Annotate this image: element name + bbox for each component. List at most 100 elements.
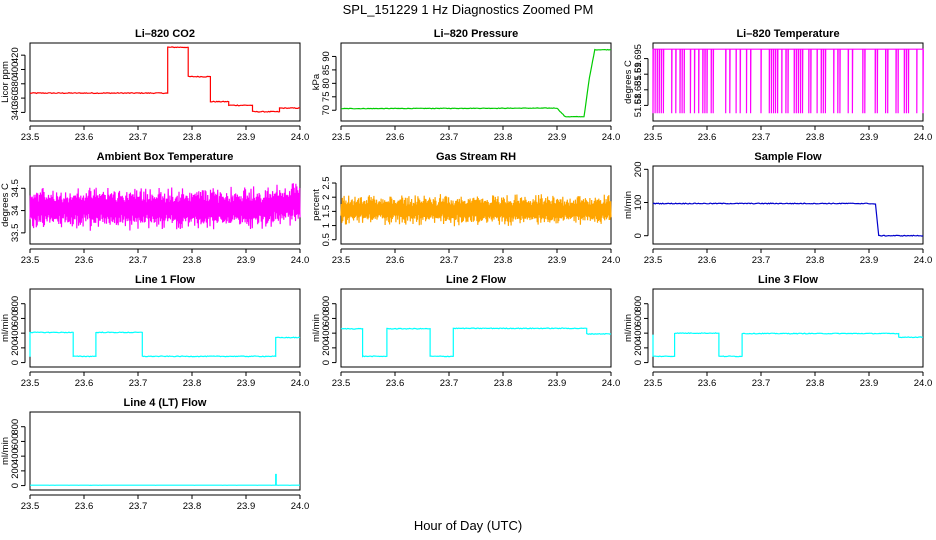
- y-tick-label: 34: [10, 205, 21, 216]
- panel-title: Line 4 (LT) Flow: [124, 397, 207, 409]
- x-tick-label: 23.9: [548, 378, 567, 389]
- x-tick-label: 23.8: [806, 132, 825, 143]
- x-tick-label: 23.7: [129, 501, 148, 512]
- panel-1: Li–820 CO2 23.5 23.6 23.7 23.8 23.9 24.0 340360…: [0, 28, 309, 143]
- x-tick-label: 23.9: [237, 501, 256, 512]
- x-tick-label: 23.6: [75, 501, 94, 512]
- plot-frame: [340, 42, 612, 122]
- panel-title: Li–820 Temperature: [736, 28, 839, 40]
- panel-title: Sample Flow: [754, 151, 822, 163]
- panel-10: Line 4 (LT) Flow 23.5 23.6 23.7 23.8 23.9 24.0…: [0, 397, 309, 512]
- y-tick-label: 400: [633, 325, 644, 341]
- y-axis-label: ml/min: [0, 437, 11, 465]
- panel-2: Li–820 Pressure 23.5 23.6 23.7 23.8 23.9 24.0 7…: [311, 28, 620, 143]
- x-tick-label: 23.8: [494, 255, 513, 266]
- series-line-line-2: [340, 327, 612, 358]
- series-line-line-1: [29, 331, 301, 358]
- y-tick-label: 85: [321, 65, 332, 76]
- x-tick-label: 23.8: [806, 378, 825, 389]
- panel-4: Ambient Box Temperature 23.5 23.6 23.7 23.8 2…: [0, 151, 309, 266]
- y-axis-label: Licor ppm: [0, 61, 11, 103]
- panel-title: Line 1 Flow: [135, 274, 195, 286]
- x-tick-label: 23.6: [386, 378, 405, 389]
- y-tick-label: 800: [633, 296, 644, 312]
- x-tick-label: 23.6: [698, 255, 717, 266]
- x-tick-label: 23.8: [183, 378, 202, 389]
- y-tick-label: 0: [10, 360, 21, 365]
- y-tick-label: 51.685: [633, 75, 644, 104]
- y-tick-label: 200: [321, 340, 332, 356]
- y-tick-label: 360: [10, 90, 21, 106]
- plot-frame: [29, 411, 301, 491]
- panel-title: Li–820 CO2: [135, 28, 195, 40]
- x-tick-label: 23.7: [129, 255, 148, 266]
- x-tick-label: 23.9: [548, 132, 567, 143]
- x-tick-label: 23.6: [386, 255, 405, 266]
- x-tick-label: 23.6: [75, 378, 94, 389]
- x-tick-label: 23.7: [752, 378, 771, 389]
- x-tick-label: 24.0: [602, 378, 621, 389]
- x-tick-label: 23.7: [129, 132, 148, 143]
- y-tick-label: 800: [10, 296, 21, 312]
- panel-9: Line 3 Flow 23.5 23.6 23.7 23.8 23.9 24.0 0 2004…: [623, 274, 932, 389]
- series-line-co2: [29, 46, 301, 113]
- x-tick-label: 23.5: [332, 255, 351, 266]
- series-line-rh: [340, 194, 612, 227]
- x-tick-label: 23.8: [183, 132, 202, 143]
- x-tick-label: 23.6: [698, 132, 717, 143]
- y-tick-label: 600: [321, 311, 332, 327]
- y-tick-label: 51.695: [633, 44, 644, 73]
- panel-3: Li–820 Temperature 23.5 23.6 23.7 23.8 23.9 24…: [623, 28, 932, 143]
- x-tick-label: 23.6: [698, 378, 717, 389]
- y-axis-label: degrees C: [623, 60, 634, 104]
- x-tick-label: 24.0: [914, 378, 933, 389]
- x-tick-label: 24.0: [914, 255, 933, 266]
- x-tick-label: 23.5: [21, 255, 40, 266]
- y-tick-label: 51.68: [633, 94, 644, 118]
- y-tick-label: 0: [633, 360, 644, 365]
- plot-frame: [340, 288, 612, 368]
- panel-title: Ambient Box Temperature: [97, 151, 234, 163]
- x-tick-label: 23.5: [332, 132, 351, 143]
- plot-frame: [29, 42, 301, 122]
- x-tick-label: 23.7: [440, 378, 459, 389]
- x-tick-label: 24.0: [914, 132, 933, 143]
- y-tick-label: 1.5: [321, 205, 332, 218]
- panel-7: Line 1 Flow 23.5 23.6 23.7 23.8 23.9 24.0 0 2004…: [0, 274, 309, 389]
- y-axis-label: ml/min: [311, 314, 322, 342]
- panel-5: Gas Stream RH 23.5 23.6 23.7 23.8 23.9 24.0 0.5…: [311, 151, 620, 266]
- plot-frame: [652, 288, 924, 368]
- y-tick-label: 0: [633, 233, 644, 238]
- x-tick-label: 23.7: [752, 132, 771, 143]
- plot-frame: [652, 165, 924, 245]
- panel-8: Line 2 Flow 23.5 23.6 23.7 23.8 23.9 24.0 0 2004…: [311, 274, 620, 389]
- panel-title: Li–820 Pressure: [434, 28, 518, 40]
- x-tick-label: 23.9: [860, 378, 879, 389]
- x-tick-label: 23.5: [644, 132, 663, 143]
- y-tick-label: 0.5: [321, 233, 332, 246]
- x-tick-label: 23.8: [806, 255, 825, 266]
- x-axis-label: Hour of Day (UTC): [413, 518, 523, 533]
- x-tick-label: 24.0: [291, 501, 310, 512]
- panel-6: Sample Flow 23.5 23.6 23.7 23.8 23.9 24.0 0 100 2…: [623, 151, 932, 266]
- x-tick-label: 23.9: [548, 255, 567, 266]
- x-tick-label: 24.0: [291, 255, 310, 266]
- y-tick-label: 800: [10, 419, 21, 435]
- y-tick-label: 100: [633, 195, 644, 211]
- x-tick-label: 23.5: [644, 378, 663, 389]
- y-tick-label: 600: [10, 434, 21, 450]
- x-tick-label: 23.7: [440, 132, 459, 143]
- x-tick-label: 24.0: [602, 132, 621, 143]
- y-tick-label: 200: [10, 340, 21, 356]
- x-tick-label: 23.5: [21, 378, 40, 389]
- y-tick-label: 400: [10, 448, 21, 464]
- panel-title: Gas Stream RH: [436, 151, 516, 163]
- y-tick-label: 80: [321, 78, 332, 89]
- y-axis-label: ml/min: [623, 191, 634, 219]
- y-tick-label: 70: [321, 105, 332, 116]
- y-tick-label: 33.5: [10, 224, 21, 243]
- x-tick-label: 24.0: [291, 132, 310, 143]
- y-axis-label: percent: [311, 189, 322, 221]
- y-tick-label: 1: [321, 223, 332, 228]
